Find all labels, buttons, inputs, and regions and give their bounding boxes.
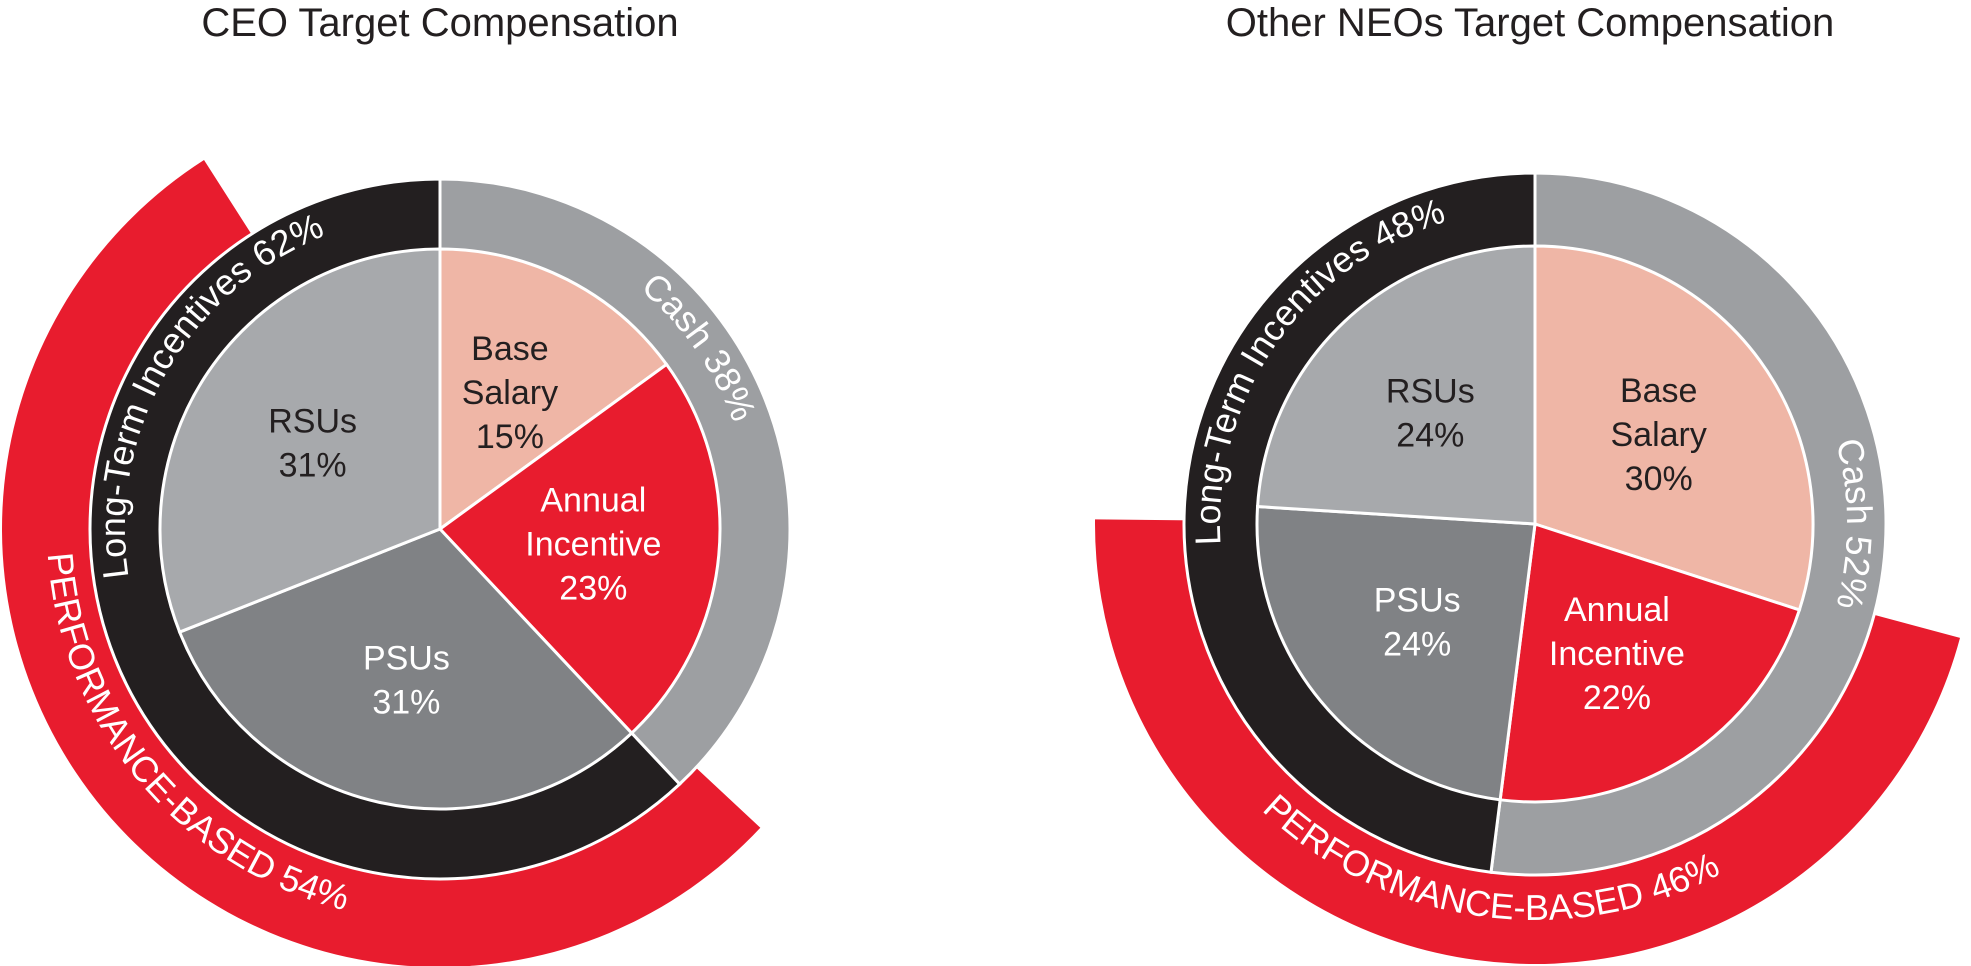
slice-label-base-salary: Base Salary 30% [1611,372,1707,498]
slice-base-salary [438,247,669,532]
slice-label-base-salary: Base Salary 15% [462,330,558,456]
slice-label-line: Annual [1564,591,1670,629]
slice-label-line: Incentive [1549,635,1685,673]
slice-rsus [1255,244,1537,526]
ceo-chart-title: CEO Target Compensation [201,1,679,45]
slice-label-line: 15% [476,418,544,456]
slice-label-line: 23% [559,569,627,607]
slice-label-line: Salary [462,374,558,412]
slice-label-line: 30% [1625,460,1693,498]
slice-label-line: Incentive [525,525,661,563]
slice-label-psus: PSUs 31% [363,639,450,721]
slice-label-psus: PSUs 24% [1374,581,1461,663]
slice-label-line: RSUs [268,402,357,440]
slice-label-line: PSUs [1374,581,1461,619]
slice-label-line: 31% [372,683,440,721]
slice-psus [1255,504,1537,802]
slice-annual-incentive [1498,522,1802,804]
slice-psus [177,527,634,811]
slice-label-line: PSUs [363,639,450,677]
slice-label-line: Base [471,330,549,368]
slice-rsus [158,247,442,635]
slice-label-line: 31% [279,446,347,484]
slice-annual-incentive [437,362,722,736]
slice-label-line: 24% [1396,417,1464,455]
slice-label-rsus: RSUs 24% [1386,373,1475,455]
slice-label-annual-incentive: Annual Incentive 22% [1549,591,1685,717]
slice-label-line: 24% [1383,625,1451,663]
slice-label-line: Salary [1611,416,1707,454]
slice-label-annual-incentive: Annual Incentive 23% [525,481,661,607]
chart-other-neos-target-compensation: Base Salary 30%Annual Incentive 22%PSUs 24%RS… [1095,171,1961,964]
chart-ceo-target-compensation: Base Salary 15%Annual Incentive 23%PSUs 31%RS… [2,160,792,966]
slice-label-line: 22% [1583,679,1651,717]
slice-label-line: Annual [540,481,646,519]
slice-label-line: RSUs [1386,373,1475,411]
neo-chart-title: Other NEOs Target Compensation [1225,1,1835,45]
slice-base-salary [1533,244,1815,612]
slice-label-rsus: RSUs 31% [268,402,357,484]
performance-band-arc [1095,519,1961,964]
slice-label-line: Base [1620,372,1698,410]
